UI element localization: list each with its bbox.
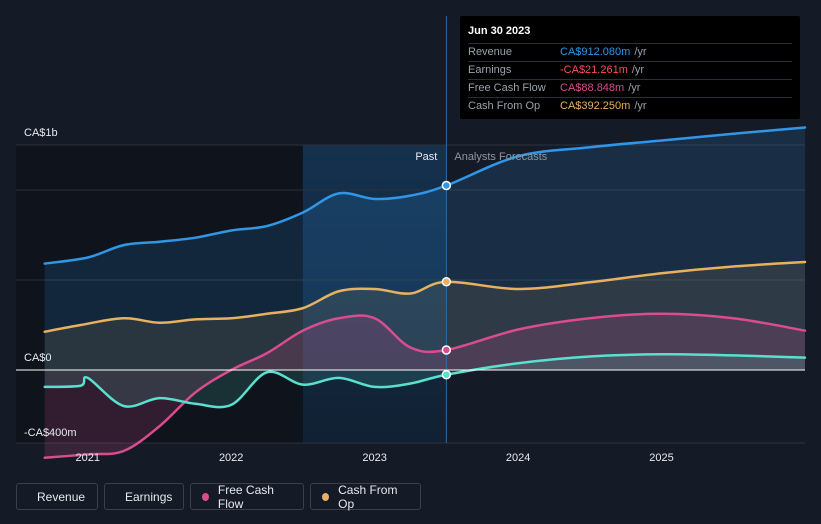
cash-from-op-line bbox=[43, 260, 807, 333]
tooltip-row-unit: /yr bbox=[634, 100, 647, 112]
tooltip-row-unit: /yr bbox=[628, 82, 641, 94]
cash-from-op-area bbox=[44, 262, 805, 370]
tooltip-row: Cash From Op CA$392.250m/yr bbox=[468, 97, 792, 115]
legend-item-revenue[interactable]: Revenue bbox=[16, 483, 98, 510]
legend-label: Earnings bbox=[125, 489, 173, 504]
legend-label: Free Cash Flow bbox=[217, 482, 274, 511]
highlight-band bbox=[302, 145, 447, 443]
x-tick-label: 2025 bbox=[649, 452, 673, 464]
free-cash-flow-marker bbox=[441, 345, 452, 355]
tooltip-row: Revenue CA$912.080m/yr bbox=[468, 43, 792, 61]
y-axis-zero-label: CA$0 bbox=[24, 352, 52, 364]
tooltip-row-value: CA$88.848m bbox=[560, 82, 625, 94]
x-tick-label: 2021 bbox=[75, 452, 99, 464]
tooltip-row-value: CA$912.080m bbox=[560, 46, 631, 58]
legend-dot-icon bbox=[202, 492, 209, 501]
tooltip-row: Earnings -CA$21.261m/yr bbox=[468, 61, 792, 79]
tooltip-row-unit: /yr bbox=[634, 46, 647, 58]
tooltip-row-label: Free Cash Flow bbox=[468, 82, 546, 94]
earnings-line bbox=[43, 352, 807, 409]
tooltip-row-label: Revenue bbox=[468, 46, 513, 58]
tooltip-date: Jun 30 2023 bbox=[468, 25, 531, 37]
legend-dot-icon bbox=[322, 492, 330, 501]
legend-item-cash-from-op[interactable]: Cash From Op bbox=[310, 482, 421, 511]
earnings-area bbox=[44, 354, 805, 408]
free-cash-flow-line bbox=[43, 312, 807, 459]
free-cash-flow-area bbox=[44, 313, 805, 458]
forecast-label: Analysts Forecasts bbox=[454, 151, 547, 163]
y-axis-bottom-label: -CA$400m bbox=[24, 427, 77, 439]
legend-label: Revenue bbox=[37, 489, 86, 504]
revenue-marker bbox=[441, 180, 452, 191]
tooltip: Jun 30 2023 Revenue CA$912.080m/yr Earning… bbox=[460, 16, 800, 119]
past-label: Past bbox=[415, 151, 437, 163]
tooltip-row-value: CA$392.250m bbox=[560, 100, 631, 112]
earnings-marker bbox=[441, 369, 452, 380]
x-tick-label: 2023 bbox=[362, 452, 386, 464]
tooltip-row-unit: /yr bbox=[631, 64, 645, 76]
legend: Revenue Earnings Free Cash Flow Cash From O… bbox=[16, 482, 421, 511]
tooltip-row-label: Cash From Op bbox=[468, 100, 541, 112]
revenue-line bbox=[43, 126, 807, 265]
legend-label: Cash From Op bbox=[338, 482, 398, 511]
x-tick-label: 2022 bbox=[219, 452, 243, 464]
x-tick-label: 2024 bbox=[506, 452, 530, 464]
legend-item-free-cash-flow[interactable]: Free Cash Flow bbox=[190, 482, 304, 511]
tooltip-row-label: Earnings bbox=[468, 64, 512, 76]
tooltip-row-value: -CA$21.261m bbox=[560, 64, 628, 76]
revenue-area bbox=[44, 127, 805, 370]
tooltip-row: Free Cash Flow CA$88.848m/yr bbox=[468, 79, 792, 97]
legend-item-earnings[interactable]: Earnings bbox=[104, 483, 184, 510]
y-axis-top-label: CA$1b bbox=[24, 127, 58, 139]
cash-from-op-marker bbox=[441, 277, 452, 287]
